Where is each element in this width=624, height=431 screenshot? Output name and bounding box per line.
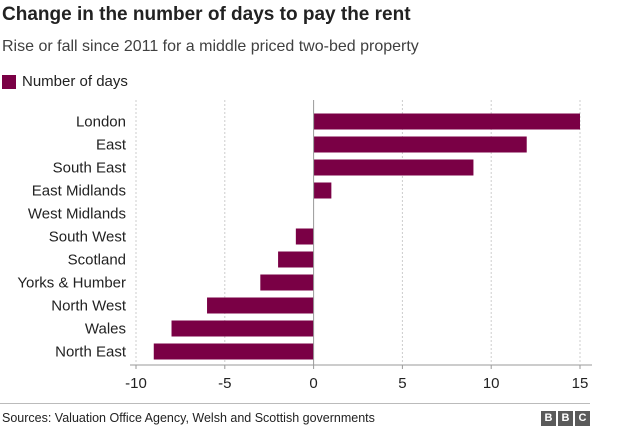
- category-label: South West: [49, 229, 127, 246]
- bar: [313, 136, 527, 153]
- category-label: London: [76, 114, 126, 131]
- legend-swatch: [2, 74, 16, 89]
- chart-title: Change in the number of days to pay the …: [2, 4, 411, 25]
- bar: [153, 343, 314, 360]
- category-label: East: [96, 137, 127, 154]
- x-tick-label: 0: [309, 375, 317, 392]
- category-label: Yorks & Humber: [17, 275, 126, 292]
- source-note: Sources: Valuation Office Agency, Welsh …: [2, 411, 375, 425]
- bar: [313, 159, 474, 176]
- category-label: South East: [53, 160, 127, 177]
- bar: [278, 251, 314, 268]
- bar: [260, 274, 314, 291]
- category-label: West Midlands: [28, 206, 126, 223]
- x-tick-label: -10: [125, 375, 147, 392]
- bbc-logo-letter-2: B: [558, 411, 573, 426]
- legend: Number of days: [2, 73, 128, 90]
- bar: [313, 113, 580, 130]
- x-tick-label: 10: [483, 375, 500, 392]
- chart-subtitle: Rise or fall since 2011 for a middle pri…: [2, 38, 419, 55]
- x-tick-label: -5: [218, 375, 231, 392]
- category-label: East Midlands: [32, 183, 126, 200]
- legend-label: Number of days: [22, 73, 128, 90]
- category-label: Wales: [85, 321, 126, 338]
- bar: [207, 297, 314, 314]
- bbc-logo-letter-1: B: [541, 411, 556, 426]
- bar: [295, 228, 314, 245]
- category-label: North East: [55, 344, 127, 361]
- bbc-logo-letter-3: C: [575, 411, 590, 426]
- category-label: Scotland: [68, 252, 126, 269]
- x-tick-label: 5: [398, 375, 406, 392]
- bar-chart: -10 -5 0 5 10 15 London East South East East Midl…: [17, 100, 592, 392]
- footer-divider: [0, 403, 590, 404]
- bar: [171, 320, 314, 337]
- bar: [313, 182, 332, 199]
- x-tick-label: 15: [572, 375, 589, 392]
- category-label: North West: [51, 298, 127, 315]
- bbc-logo: B B C: [541, 411, 590, 426]
